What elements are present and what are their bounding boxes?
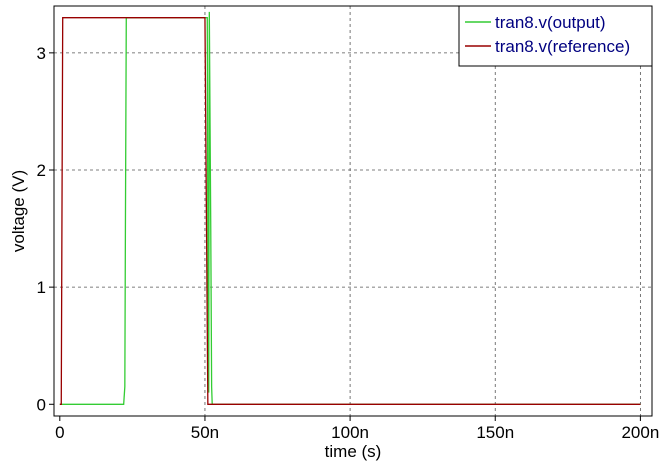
x-tick-label: 0 (55, 423, 64, 442)
grid (54, 6, 652, 416)
x-tick-label: 50n (191, 423, 219, 442)
legend-label: tran8.v(output) (495, 13, 606, 32)
series-line-0 (59, 11, 641, 405)
legend: tran8.v(output) tran8.v(reference) (458, 5, 653, 67)
ticks: 0 50n 100n 150n 200n 0 1 2 3 (37, 44, 660, 442)
series-line-1 (59, 17, 641, 405)
legend-label: tran8.v(reference) (495, 37, 630, 56)
y-tick-label: 3 (37, 44, 46, 63)
y-tick-label: 0 (37, 395, 46, 414)
y-tick-label: 2 (37, 161, 46, 180)
x-axis-title: time (s) (325, 442, 382, 461)
y-axis-title: voltage (V) (9, 170, 28, 252)
plot-frame (53, 5, 653, 417)
x-tick-label: 150n (476, 423, 514, 442)
x-tick-label: 100n (331, 423, 369, 442)
y-tick-label: 1 (37, 278, 46, 297)
x-tick-label: 200n (621, 423, 659, 442)
series-layer (59, 11, 641, 405)
legend-box (458, 5, 653, 67)
